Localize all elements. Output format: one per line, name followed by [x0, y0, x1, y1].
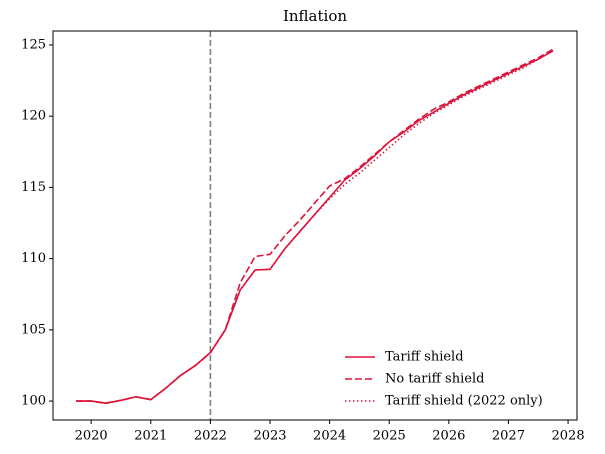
x-tick-label: 2021 [134, 429, 167, 444]
series-line [76, 49, 554, 405]
y-tick-label: 100 [21, 394, 46, 409]
x-tick-label: 2020 [75, 429, 108, 444]
x-tick-label: 2022 [194, 429, 227, 444]
y-tick-label: 120 [21, 109, 46, 124]
plot-frame [52, 30, 578, 421]
x-tick-label: 2025 [373, 429, 406, 444]
chart-title: Inflation [283, 7, 347, 25]
y-tick-label: 110 [21, 251, 46, 266]
y-tick-label: 125 [21, 37, 46, 52]
series-line [76, 48, 554, 405]
series-line [76, 49, 554, 405]
legend-label: Tariff shield [385, 350, 464, 365]
y-tick-label: 115 [21, 180, 46, 195]
x-tick-label: 2027 [492, 429, 525, 444]
x-tick-label: 2028 [552, 429, 585, 444]
legend-label: No tariff shield [385, 372, 484, 387]
x-tick-label: 2023 [253, 429, 286, 444]
x-tick-label: 2024 [313, 429, 346, 444]
y-tick-label: 105 [21, 322, 46, 337]
x-tick-label: 2026 [432, 429, 465, 444]
legend-label: Tariff shield (2022 only) [385, 394, 543, 409]
